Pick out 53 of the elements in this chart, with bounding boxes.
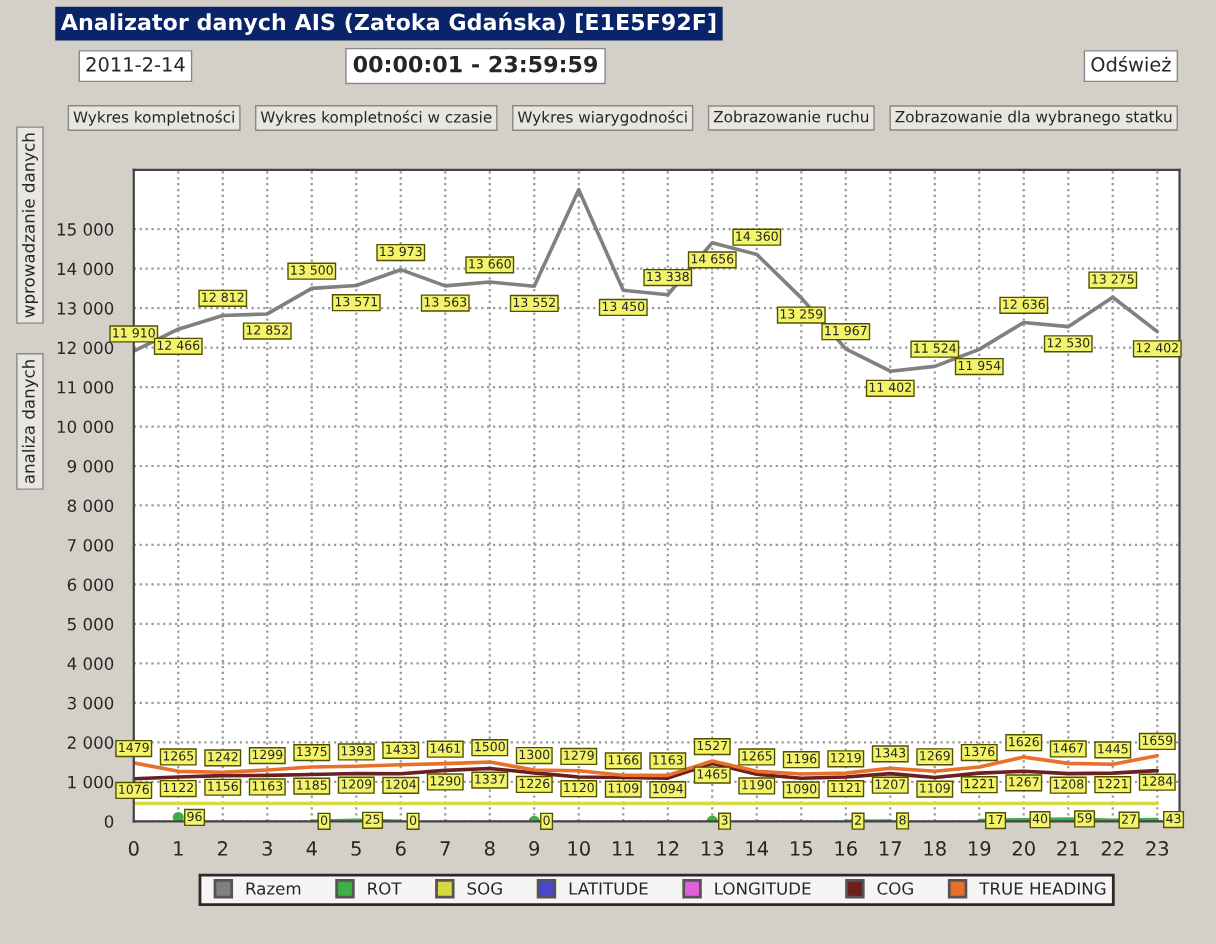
text: Odśwież: [1091, 55, 1171, 72]
x-tick-label: 22: [1101, 841, 1124, 856]
legend-label: LONGITUDE: [715, 882, 811, 895]
y-tick-label: 7 000: [67, 538, 114, 552]
y-tick-label: 15 000: [57, 223, 114, 236]
y-tick-label: 14 000: [57, 262, 114, 276]
y-tick-label: 5 000: [67, 617, 114, 631]
x-tick-label: 13: [702, 841, 724, 856]
x-tick-label: 7: [440, 841, 450, 856]
legend-label: COG: [877, 882, 913, 895]
x-tick-label: 20: [1012, 841, 1035, 856]
x-tick-label: 10: [568, 841, 590, 856]
legend-label: Razem: [246, 882, 301, 895]
legend-label: ROT: [368, 882, 402, 895]
x-tick-label: 5: [351, 841, 361, 856]
x-tick-label: 17: [880, 841, 901, 856]
x-tick-label: 18: [924, 841, 946, 856]
x-tick-label: 9: [529, 841, 540, 856]
y-tick-label: 12 000: [57, 341, 114, 355]
text: wprowadzanie danych: [21, 133, 39, 318]
legend-label: SOG: [467, 882, 502, 895]
x-tick-label: 11: [613, 841, 634, 856]
x-tick-label: 1: [174, 841, 183, 856]
legend-label: LATITUDE: [569, 882, 648, 895]
y-tick-label: 0: [104, 815, 114, 828]
x-tick-label: 6: [395, 841, 406, 856]
x-tick-label: 3: [262, 841, 272, 856]
y-tick-label: 1 000: [68, 775, 114, 789]
legend-label: TRUE HEADING: [979, 882, 1106, 895]
y-tick-label: 4 000: [67, 657, 114, 670]
x-tick-label: 21: [1057, 841, 1079, 856]
y-tick-label: 11 000: [57, 381, 114, 394]
x-tick-label: 0: [128, 841, 139, 856]
chart-title: Analizator danych AIS (Zatoka Gdańska) [E1E5F92F]: [60, 12, 716, 35]
text: 2011-2-14: [86, 57, 185, 72]
x-tick-label: 12: [657, 841, 679, 856]
text: analiza danych: [21, 360, 39, 484]
x-tick-label: 2: [218, 841, 227, 856]
x-tick-label: 19: [969, 841, 991, 856]
y-tick-label: 8 000: [67, 499, 114, 513]
y-tick-label: 13 000: [57, 302, 114, 315]
x-tick-label: 8: [484, 841, 495, 856]
x-tick-label: 14: [746, 841, 769, 856]
text: 00:00:01 - 23:59:59: [353, 55, 598, 73]
x-tick-label: 16: [835, 841, 857, 856]
y-tick-label: 10 000: [57, 420, 114, 434]
y-tick-label: 6 000: [67, 578, 114, 591]
y-tick-label: 2 000: [67, 736, 114, 749]
y-tick-label: 3 000: [67, 696, 114, 710]
x-tick-label: 15: [791, 841, 812, 856]
y-tick-label: 9 000: [67, 459, 114, 473]
x-tick-label: 23: [1146, 841, 1169, 856]
x-tick-label: 4: [306, 841, 317, 856]
